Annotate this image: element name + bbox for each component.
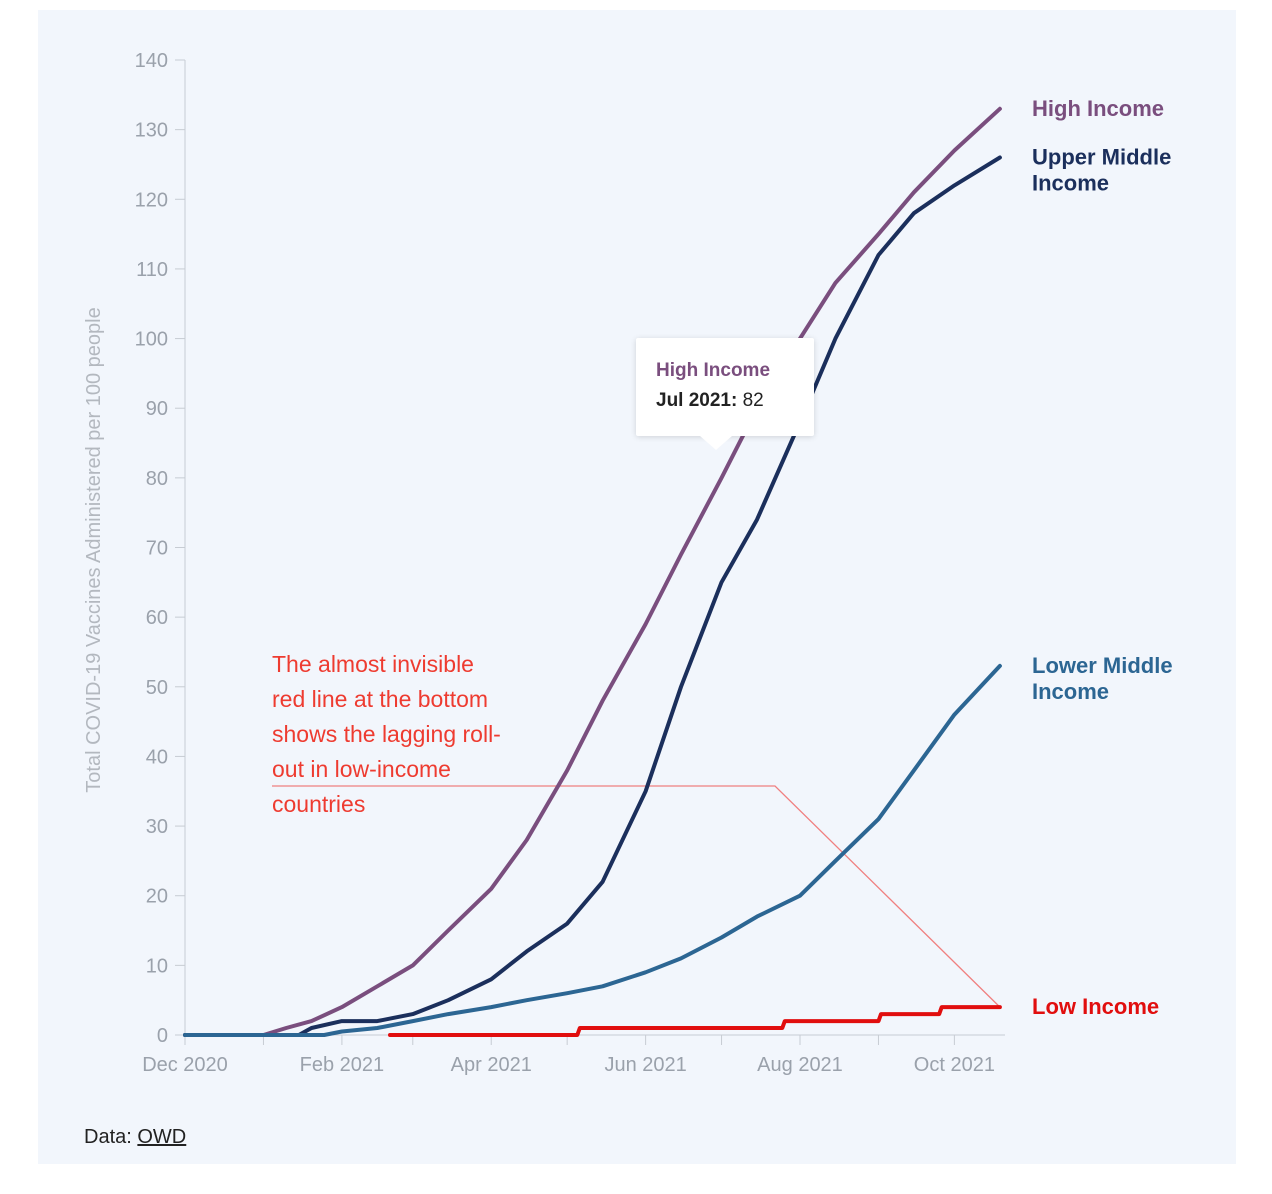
y-tick-label: 130 xyxy=(135,120,168,142)
series-label-lower-middle-income: Lower Middle Income xyxy=(1032,653,1173,704)
tooltip-period: Jul 2021: xyxy=(656,390,738,411)
axes: 0 10 20 30 40 50 60 70 80 90 100 110 120 130 140 Dec 20… xyxy=(135,50,1005,1076)
tooltip-pointer xyxy=(700,436,732,450)
annotation: The almost invisible red line at the bott… xyxy=(272,651,1001,1008)
annotation-leader xyxy=(272,785,1001,1008)
series-labels: High Income Upper Middle Income Lower Middl… xyxy=(1032,96,1173,1019)
tooltip-series: High Income xyxy=(656,360,771,381)
y-tick-label: 120 xyxy=(135,189,168,211)
y-tick-label: 10 xyxy=(146,955,168,977)
data-source: Data: OWD xyxy=(84,1126,186,1149)
y-tick-label: 140 xyxy=(135,50,168,72)
annotation-line: out in low-income xyxy=(272,756,451,782)
x-tick-label: Feb 2021 xyxy=(300,1054,385,1076)
tooltip: High Income Jul 2021: 82 xyxy=(636,338,814,450)
y-tick-label: 80 xyxy=(146,468,168,490)
y-tick-label: 110 xyxy=(136,259,168,281)
y-tick-label: 40 xyxy=(146,746,168,768)
y-tick-label: 50 xyxy=(146,677,168,699)
y-tick-label: 20 xyxy=(146,886,168,908)
series-label-high-income: High Income xyxy=(1032,96,1164,121)
series-line-upper-middle-income xyxy=(183,155,1002,1037)
annotation-line: The almost invisible xyxy=(272,651,474,677)
tooltip-value-line: Jul 2021: 82 xyxy=(656,390,764,412)
annotation-line: shows the lagging roll- xyxy=(272,721,501,747)
series-line-lower-middle-income xyxy=(183,663,1002,1037)
source-prefix: Data: xyxy=(84,1126,132,1148)
x-tick-label: Apr 2021 xyxy=(451,1054,532,1076)
source-link[interactable]: OWD xyxy=(137,1126,187,1148)
y-axis-title: Total COVID-19 Vaccines Administered per… xyxy=(83,307,105,792)
series-label-upper-middle-income: Upper Middle Income xyxy=(1032,145,1171,196)
y-tick-label: 30 xyxy=(146,816,168,838)
series-line-low-income xyxy=(388,1005,1002,1037)
y-tick-label: 90 xyxy=(146,398,168,420)
annotation-line: red line at the bottom xyxy=(272,686,488,712)
series-label-low-income: Low Income xyxy=(1032,994,1159,1019)
x-tick-label: Jun 2021 xyxy=(604,1054,686,1076)
y-tick-label: 0 xyxy=(157,1025,168,1047)
x-tick-label: Dec 2020 xyxy=(142,1054,228,1076)
x-tick-label: Oct 2021 xyxy=(914,1054,995,1076)
annotation-line: countries xyxy=(272,791,365,817)
tooltip-value: 82 xyxy=(742,390,764,411)
x-tick-label: Aug 2021 xyxy=(757,1054,843,1076)
chart-panel xyxy=(38,10,1236,1164)
y-tick-label: 70 xyxy=(146,538,168,560)
y-tick-label: 60 xyxy=(146,607,168,629)
series-lines xyxy=(183,106,1002,1037)
series-line-high-income xyxy=(183,106,1002,1037)
y-tick-label: 100 xyxy=(135,329,168,351)
